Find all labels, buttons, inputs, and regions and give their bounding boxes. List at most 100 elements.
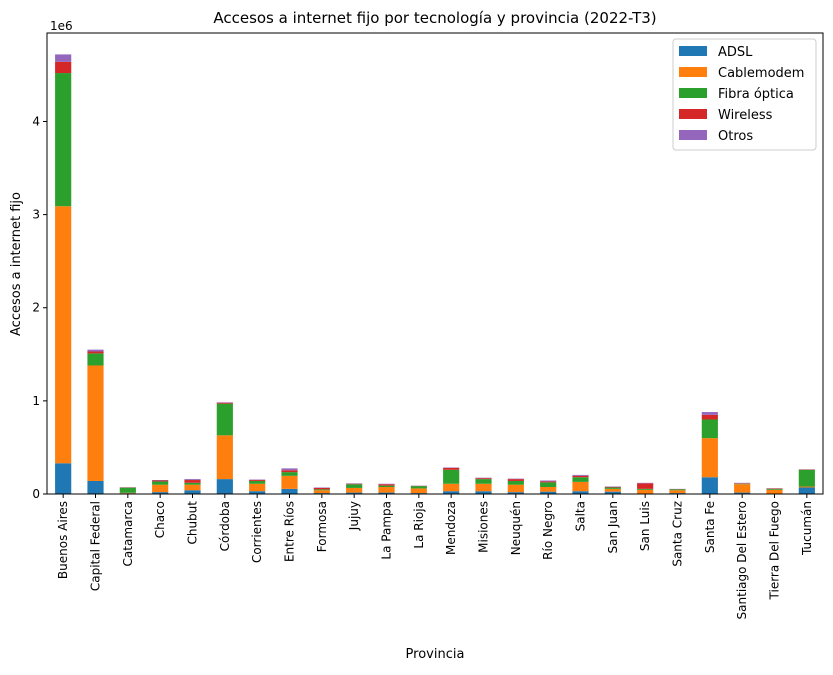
bar-segment-0-5 — [217, 479, 233, 494]
bar-segment-1-19 — [669, 490, 685, 493]
bar-segment-2-0 — [55, 73, 71, 206]
bar-segment-4-15 — [540, 480, 556, 481]
bar-segment-1-0 — [55, 206, 71, 463]
bar-segment-1-7 — [281, 476, 297, 489]
x-tick-label-21: Santiago Del Estero — [735, 501, 749, 619]
bar-segment-3-7 — [281, 470, 297, 472]
bar-segment-4-16 — [572, 475, 588, 476]
bar-segment-0-1 — [87, 481, 103, 494]
bar-segment-2-5 — [217, 404, 233, 436]
bar-segment-3-12 — [443, 468, 459, 470]
bar-segment-1-17 — [605, 489, 621, 492]
x-tick-label-7: Entre Ríos — [283, 501, 297, 562]
y-tick-label-4: 4 — [32, 114, 40, 128]
legend-swatch-1 — [679, 67, 707, 77]
bar-segment-3-15 — [540, 481, 556, 482]
bar-segment-1-6 — [249, 484, 265, 491]
bar-segment-1-14 — [508, 485, 524, 492]
bar-segment-4-1 — [87, 350, 103, 352]
bar-segment-3-1 — [87, 352, 103, 354]
bar-segment-4-4 — [184, 479, 200, 480]
bar-segment-2-19 — [669, 489, 685, 490]
x-axis-label: Provincia — [406, 647, 465, 662]
bar-segment-0-0 — [55, 463, 71, 494]
bar-segment-2-13 — [475, 479, 491, 484]
ticks-layer: 0 1 2 3 4 Buenos Aires Capital Federal Catamarc… — [32, 114, 813, 619]
y-tick-label-0: 0 — [32, 487, 40, 501]
bar-segment-2-17 — [605, 487, 621, 488]
bar-segment-3-10 — [378, 484, 394, 485]
bar-segment-2-9 — [346, 484, 362, 488]
bar-segment-1-10 — [378, 487, 394, 493]
legend-label-4: Otros — [718, 129, 753, 144]
x-tick-label-14: Neuquén — [509, 501, 523, 555]
bar-segment-1-12 — [443, 484, 459, 491]
bar-segment-3-4 — [184, 480, 200, 483]
x-tick-label-4: Chubut — [186, 501, 200, 545]
x-tick-label-20: Santa Fe — [703, 501, 717, 553]
x-tick-label-2: Catamarca — [121, 501, 135, 566]
bar-segment-1-4 — [184, 485, 200, 491]
x-tick-label-9: Jujuy — [347, 501, 361, 531]
bar-segment-0-23 — [799, 487, 815, 494]
x-tick-label-1: Capital Federal — [89, 501, 103, 591]
bar-segment-1-18 — [637, 490, 653, 494]
legend-swatch-4 — [679, 130, 707, 140]
bar-segment-3-14 — [508, 479, 524, 481]
x-tick-label-12: Mendoza — [444, 501, 458, 555]
bar-segment-2-14 — [508, 481, 524, 485]
x-tick-label-3: Chaco — [153, 501, 167, 538]
bar-segment-2-12 — [443, 470, 459, 484]
x-tick-label-22: Tierra Del Fuego — [768, 501, 782, 600]
bar-segment-1-23 — [799, 487, 815, 488]
bar-segment-3-8 — [314, 488, 330, 489]
bar-segment-1-11 — [411, 488, 427, 493]
bar-segment-2-3 — [152, 481, 168, 484]
x-tick-label-0: Buenos Aires — [56, 501, 70, 579]
bar-segment-3-16 — [572, 476, 588, 477]
legend-swatch-2 — [679, 88, 707, 98]
bar-segment-2-1 — [87, 353, 103, 365]
y-tick-label-2: 2 — [32, 301, 40, 315]
bar-segment-3-13 — [475, 478, 491, 479]
bar-segment-4-20 — [702, 412, 718, 415]
bar-segment-1-5 — [217, 435, 233, 479]
bar-segment-1-8 — [314, 490, 330, 493]
bar-segment-2-10 — [378, 486, 394, 487]
y-tick-label-3: 3 — [32, 208, 40, 222]
x-tick-label-10: La Pampa — [380, 501, 394, 560]
bar-segment-1-21 — [734, 484, 750, 492]
y-offset-label: 1e6 — [50, 19, 73, 33]
bar-segment-2-18 — [637, 489, 653, 490]
x-tick-label-17: San Juan — [606, 501, 620, 554]
x-tick-label-8: Formosa — [315, 501, 329, 552]
y-axis-label: Accesos a internet fijo — [9, 192, 24, 336]
x-tick-label-13: Misiones — [477, 501, 491, 553]
x-tick-label-19: Santa Cruz — [671, 501, 685, 567]
bar-segment-2-11 — [411, 486, 427, 488]
legend-label-1: Cablemodem — [718, 66, 804, 81]
bar-segment-3-6 — [249, 480, 265, 481]
bar-segment-2-6 — [249, 481, 265, 484]
bar-segment-0-20 — [702, 477, 718, 494]
bar-segment-2-23 — [799, 470, 815, 487]
bar-segment-2-2 — [120, 488, 136, 493]
bar-segment-2-4 — [184, 483, 200, 485]
x-tick-label-18: San Luis — [638, 501, 652, 551]
bar-segment-3-18 — [637, 483, 653, 489]
x-tick-label-16: Salta — [574, 501, 588, 531]
bar-segment-0-4 — [184, 490, 200, 494]
legend-label-3: Wireless — [718, 108, 773, 123]
bar-segment-4-0 — [55, 54, 71, 61]
bar-segment-2-8 — [314, 489, 330, 490]
bar-segment-3-20 — [702, 415, 718, 420]
x-tick-label-5: Córdoba — [218, 501, 232, 551]
bar-segment-4-7 — [281, 468, 297, 470]
x-tick-label-6: Corrientes — [250, 501, 264, 563]
y-tick-label-1: 1 — [32, 394, 40, 408]
x-tick-label-15: Río Negro — [541, 501, 555, 560]
bar-segment-2-22 — [766, 489, 782, 490]
